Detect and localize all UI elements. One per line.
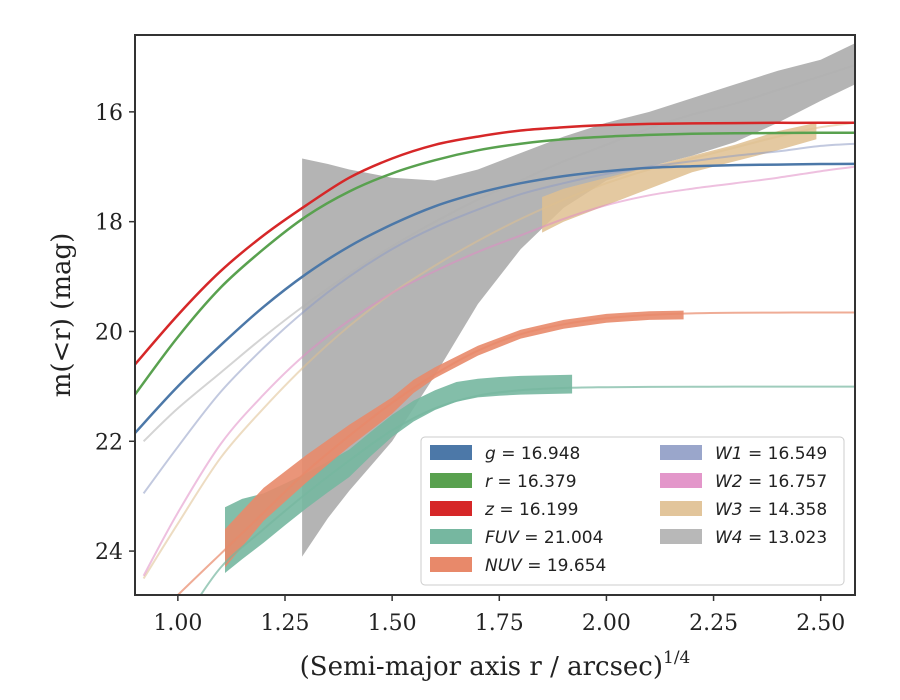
- curve-w2: [142, 165, 855, 577]
- curve-w4: [142, 64, 855, 443]
- legend-label-w4: W4 = 13.023: [715, 528, 827, 548]
- model-curve-nuv: [176, 311, 855, 595]
- legend-swatch-w2: [660, 473, 702, 488]
- legend-swatch-w1: [660, 445, 702, 460]
- legend: g = 16.948 r = 16.379 z = 16.199 FUV = 21.0…: [420, 436, 845, 586]
- x-axis-ticks: 1.00 1.25 1.50 1.75 2.00 2.25 2.50: [153, 595, 845, 636]
- legend-swatch-g: [430, 445, 472, 460]
- x-tick-label: 1.50: [368, 611, 417, 636]
- legend-swatch-z: [430, 501, 472, 516]
- x-tick-label: 1.25: [261, 611, 310, 636]
- x-tick-label: 1.75: [475, 611, 524, 636]
- x-tick-label: 2.00: [582, 611, 631, 636]
- plot-frame: [134, 34, 856, 596]
- curve-z: [135, 121, 855, 366]
- curve-r: [135, 131, 855, 396]
- legend-label-w3: W3 = 14.358: [715, 500, 827, 520]
- x-tick-label: 2.50: [796, 611, 845, 636]
- legend-swatch-w4: [660, 529, 702, 544]
- x-tick-label: 2.25: [689, 611, 738, 636]
- legend-swatch-fuv: [430, 529, 472, 544]
- curve-g: [135, 162, 855, 434]
- x-axis-title-exponent: 1/4: [663, 648, 690, 668]
- curve-w1: [142, 142, 855, 494]
- model-curve-fuv: [199, 385, 855, 595]
- band-w3: [542, 122, 817, 233]
- model-curves: [135, 64, 855, 595]
- curve-w3: [142, 121, 855, 580]
- legend-box: [420, 436, 845, 586]
- x-axis-title: (Semi-major axis r / arcsec)1/4: [300, 648, 691, 682]
- y-axis-ticks: 16 18 20 22 24: [95, 101, 135, 565]
- legend-label-r: r = 16.379: [485, 472, 577, 492]
- y-tick-label: 22: [95, 430, 123, 455]
- legend-swatch-r: [430, 473, 472, 488]
- legend-swatch-w3: [660, 501, 702, 516]
- legend-swatch-nuv: [430, 557, 472, 572]
- y-tick-label: 18: [95, 211, 123, 236]
- y-axis-title: m(<r) (mag): [47, 233, 77, 398]
- band-w4: [302, 43, 855, 557]
- y-tick-label: 20: [95, 320, 123, 345]
- x-axis-title-text: (Semi-major axis r / arcsec): [300, 652, 663, 682]
- legend-label-w2: W2 = 16.757: [715, 472, 827, 492]
- plot-area: [135, 43, 855, 595]
- legend-label-fuv: FUV = 21.004: [485, 528, 603, 548]
- band-fuv: [225, 374, 573, 573]
- y-tick-label: 24: [95, 540, 123, 565]
- legend-label-nuv: NUV = 19.654: [485, 556, 606, 576]
- legend-label-w1: W1 = 16.549: [715, 444, 827, 464]
- x-tick-label: 1.00: [153, 611, 202, 636]
- legend-label-z: z = 16.199: [484, 500, 578, 520]
- legend-label-g: g = 16.948: [485, 444, 580, 464]
- y-tick-label: 16: [95, 101, 123, 126]
